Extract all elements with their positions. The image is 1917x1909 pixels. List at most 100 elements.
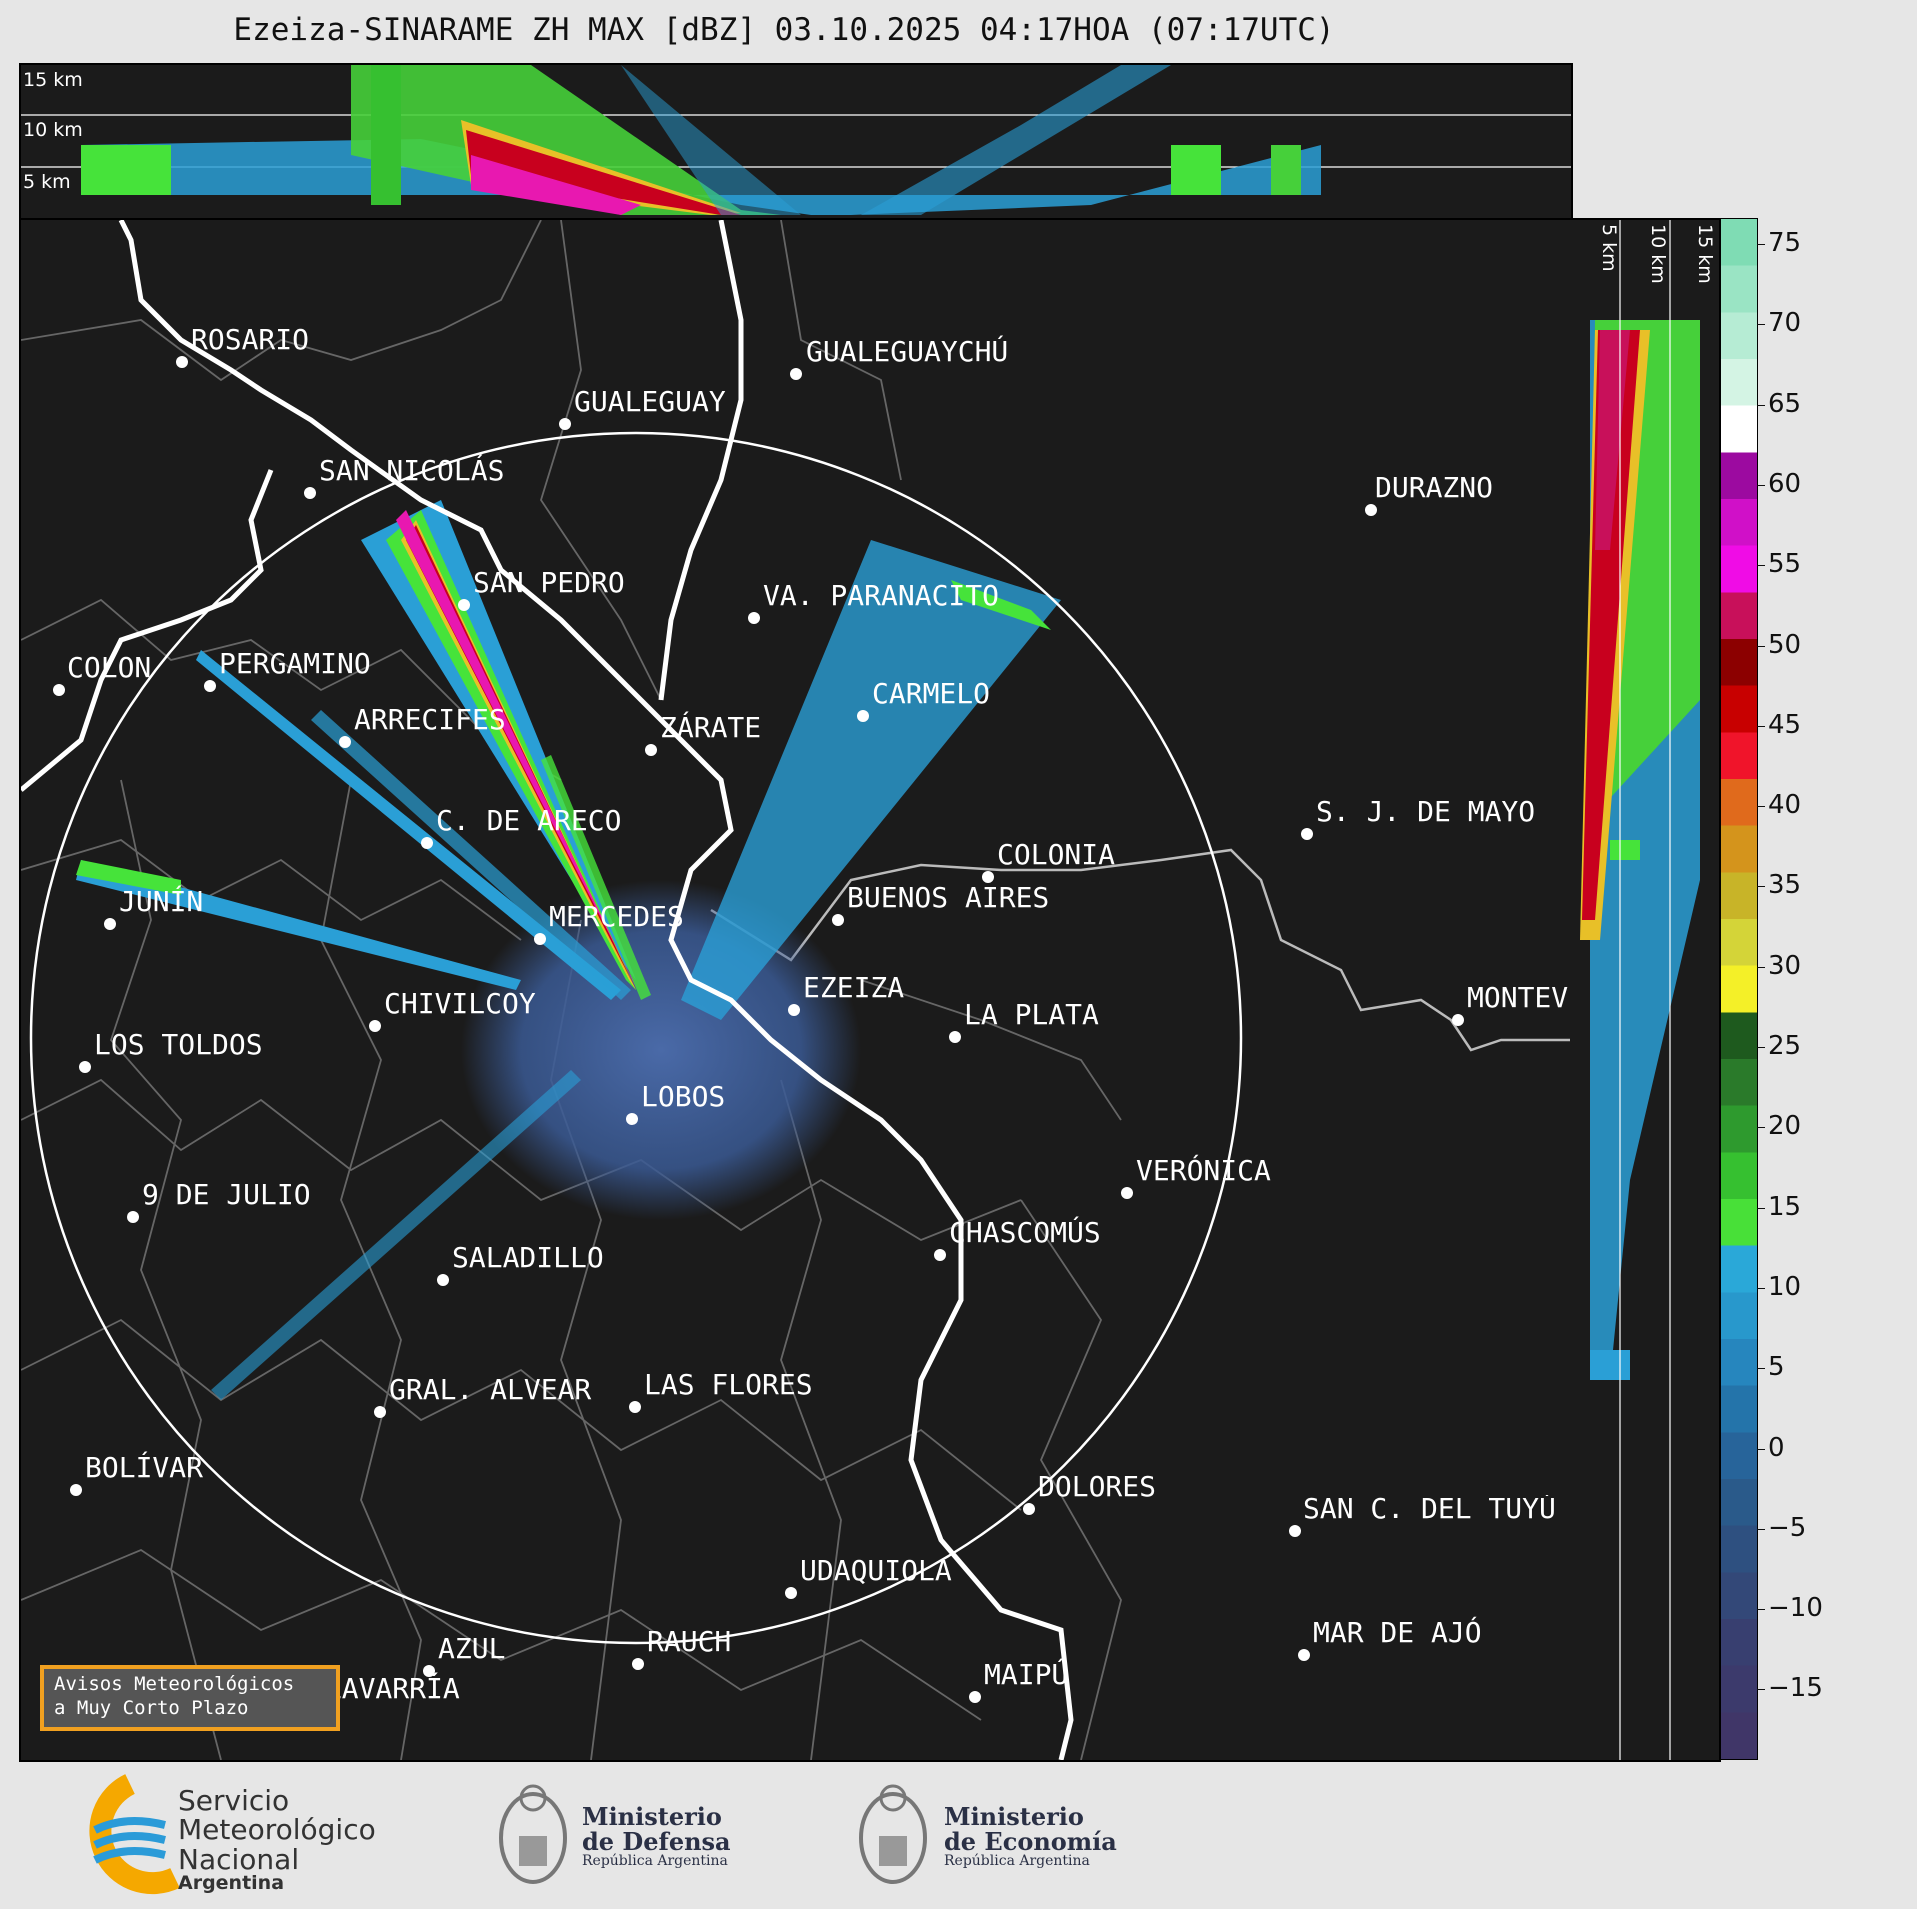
colorbar-tick-label: −15 xyxy=(1768,1673,1823,1704)
colorbar-tick-mark xyxy=(1757,1689,1765,1691)
colorbar-tick-label: 35 xyxy=(1768,870,1802,901)
city-label: COLONIA xyxy=(997,838,1116,871)
colorbar-tick-label: 50 xyxy=(1768,629,1802,660)
city-label: BUENOS AIRES xyxy=(847,881,1050,914)
economia-seal-icon xyxy=(859,1784,927,1884)
colorbar-tick-label: 25 xyxy=(1768,1031,1802,1061)
colorbar-tick-label: 20 xyxy=(1768,1111,1802,1142)
colorbar-tick-mark xyxy=(1757,404,1765,406)
city-label: RAUCH xyxy=(647,1625,732,1658)
colorbar-tick-label: 75 xyxy=(1768,228,1802,258)
height-label-5km: 5 km xyxy=(23,171,71,193)
colorbar-tick-mark xyxy=(1757,966,1765,968)
map-layer xyxy=(21,220,1571,1760)
smn-logo-icon xyxy=(89,1774,180,1895)
colorbar-tick-mark xyxy=(1757,1609,1765,1611)
top-panel-echoes xyxy=(21,65,1571,215)
colorbar-tick-label: −5 xyxy=(1768,1512,1807,1543)
colorbar-tick-mark xyxy=(1757,484,1765,486)
colorbar-tick-mark xyxy=(1757,1207,1765,1209)
chart-title: Ezeiza-SINARAME ZH MAX [dBZ] 03.10.2025 … xyxy=(233,12,1335,48)
city-label: COLON xyxy=(67,651,152,684)
city-label: DOLORES xyxy=(1038,1470,1157,1503)
colorbar-tick-mark xyxy=(1757,565,1765,567)
city-label: ARRECIFES xyxy=(354,703,506,736)
city-label: SALADILLO xyxy=(452,1241,604,1274)
colorbar-tick-mark xyxy=(1757,1047,1765,1048)
colorbar-tick-label: 45 xyxy=(1768,709,1802,740)
city-label: ZÁRATE xyxy=(660,711,762,744)
city-label: VA. PARANACITO xyxy=(763,579,1000,612)
city-label: LOS TOLDOS xyxy=(94,1028,263,1061)
city-label: CHASCOMÚS xyxy=(949,1216,1101,1249)
footer-logos: Servicio Meteorológico Nacional Argentin… xyxy=(0,1762,1917,1909)
colorbar-tick-mark xyxy=(1757,244,1765,245)
city-label: ROSARIO xyxy=(191,323,310,356)
city-label: LOBOS xyxy=(641,1080,726,1113)
defensa-seal-icon xyxy=(499,1784,567,1884)
city-label: DURAZNO xyxy=(1375,471,1494,504)
colorbar-tick-mark xyxy=(1757,1528,1765,1530)
city-label: CHIVILCOY xyxy=(384,987,536,1020)
city-label: JUNÍN xyxy=(119,885,204,918)
city-label: GRAL. ALVEAR xyxy=(389,1373,592,1406)
city-dots xyxy=(53,356,1464,1717)
colorbar-tick-label: 30 xyxy=(1768,950,1802,981)
colorbar-tick-mark xyxy=(1757,1287,1765,1289)
economia-logo-text: Ministerio de Economía República Argenti… xyxy=(944,1802,1117,1870)
city-label: SAN C. DEL TUYÚ xyxy=(1303,1495,1556,1523)
city-label: BOLÍVAR xyxy=(85,1451,204,1484)
colorbar-tick-label: 15 xyxy=(1768,1191,1802,1222)
colorbar-tick-mark xyxy=(1757,886,1765,888)
city-label: MAR DE AJÓ xyxy=(1313,1616,1482,1649)
avisos-notice[interactable]: Avisos Meteorológicos a Muy Corto Plazo xyxy=(40,1665,340,1731)
city-label: VERÓNICA xyxy=(1136,1154,1271,1187)
colorbar-tick-label: 0 xyxy=(1768,1432,1785,1463)
colorbar-tick-mark xyxy=(1757,725,1765,727)
colorbar-tick-mark xyxy=(1757,1448,1765,1450)
city-label: MAIPÚ xyxy=(984,1658,1069,1691)
coastline-uruguay xyxy=(710,848,1571,1052)
city-label: MERCEDES xyxy=(549,900,684,933)
smn-logo-text: Servicio Meteorológico Nacional Argentin… xyxy=(178,1784,376,1895)
city-label: LAS FLORES xyxy=(644,1368,813,1401)
colorbar-tick-label: −10 xyxy=(1768,1593,1823,1624)
city-label: CARMELO xyxy=(872,677,991,710)
city-label: AZUL xyxy=(438,1632,506,1665)
height-label-10km: 10 km xyxy=(23,119,83,141)
city-label: EZEIZA xyxy=(803,971,905,1004)
colorbar-tick-mark xyxy=(1757,1368,1765,1370)
colorbar-tick-mark xyxy=(1757,806,1765,808)
height-label-15km-side: 15 km xyxy=(1694,224,1716,284)
city-label: 9 DE JULIO xyxy=(142,1178,311,1211)
city-label: GUALEGUAYCHÚ xyxy=(806,335,1009,368)
colorbar xyxy=(1720,218,1758,1760)
city-label: SAN PEDRO xyxy=(473,566,625,599)
height-label-5km-side: 5 km xyxy=(1598,224,1620,272)
city-label: MONTEVIDEO xyxy=(1467,984,1571,1012)
colorbar-tick-label: 5 xyxy=(1768,1352,1785,1383)
height-label-15km: 15 km xyxy=(23,69,83,91)
city-label: SAN NICOLÁS xyxy=(319,454,505,487)
city-label: C. DE ARECO xyxy=(436,804,622,837)
side-height-panel: 5 km 10 km 15 km xyxy=(1570,218,1721,1762)
city-label: LA PLATA xyxy=(964,998,1099,1031)
colorbar-tick-mark xyxy=(1757,645,1765,647)
echo-rays xyxy=(76,500,1061,1400)
city-label: UDAQUIOLA xyxy=(800,1554,952,1587)
height-label-10km-side: 10 km xyxy=(1647,224,1669,284)
top-height-panel: 15 km 10 km 5 km xyxy=(19,63,1573,221)
colorbar-tick-mark xyxy=(1757,1127,1765,1129)
colorbar-tick-label: 10 xyxy=(1768,1271,1802,1302)
radar-map: ROSARIO GUALEGUAYCHÚ GUALEGUAY SAN NICOL… xyxy=(19,218,1573,1762)
side-panel-echoes xyxy=(1580,220,1700,1760)
colorbar-tick-label: 40 xyxy=(1768,790,1802,821)
colorbar-tick-mark xyxy=(1757,324,1765,326)
defensa-logo-text: Ministerio de Defensa República Argentin… xyxy=(582,1802,731,1870)
city-label: PERGAMINO xyxy=(219,647,371,680)
range-ring xyxy=(29,431,1243,1645)
city-label: GUALEGUAY xyxy=(574,385,726,418)
avisos-line2: a Muy Corto Plazo xyxy=(54,1696,249,1719)
colorbar-tick-label: 60 xyxy=(1768,468,1802,499)
colorbar-tick-label: 55 xyxy=(1768,549,1802,580)
